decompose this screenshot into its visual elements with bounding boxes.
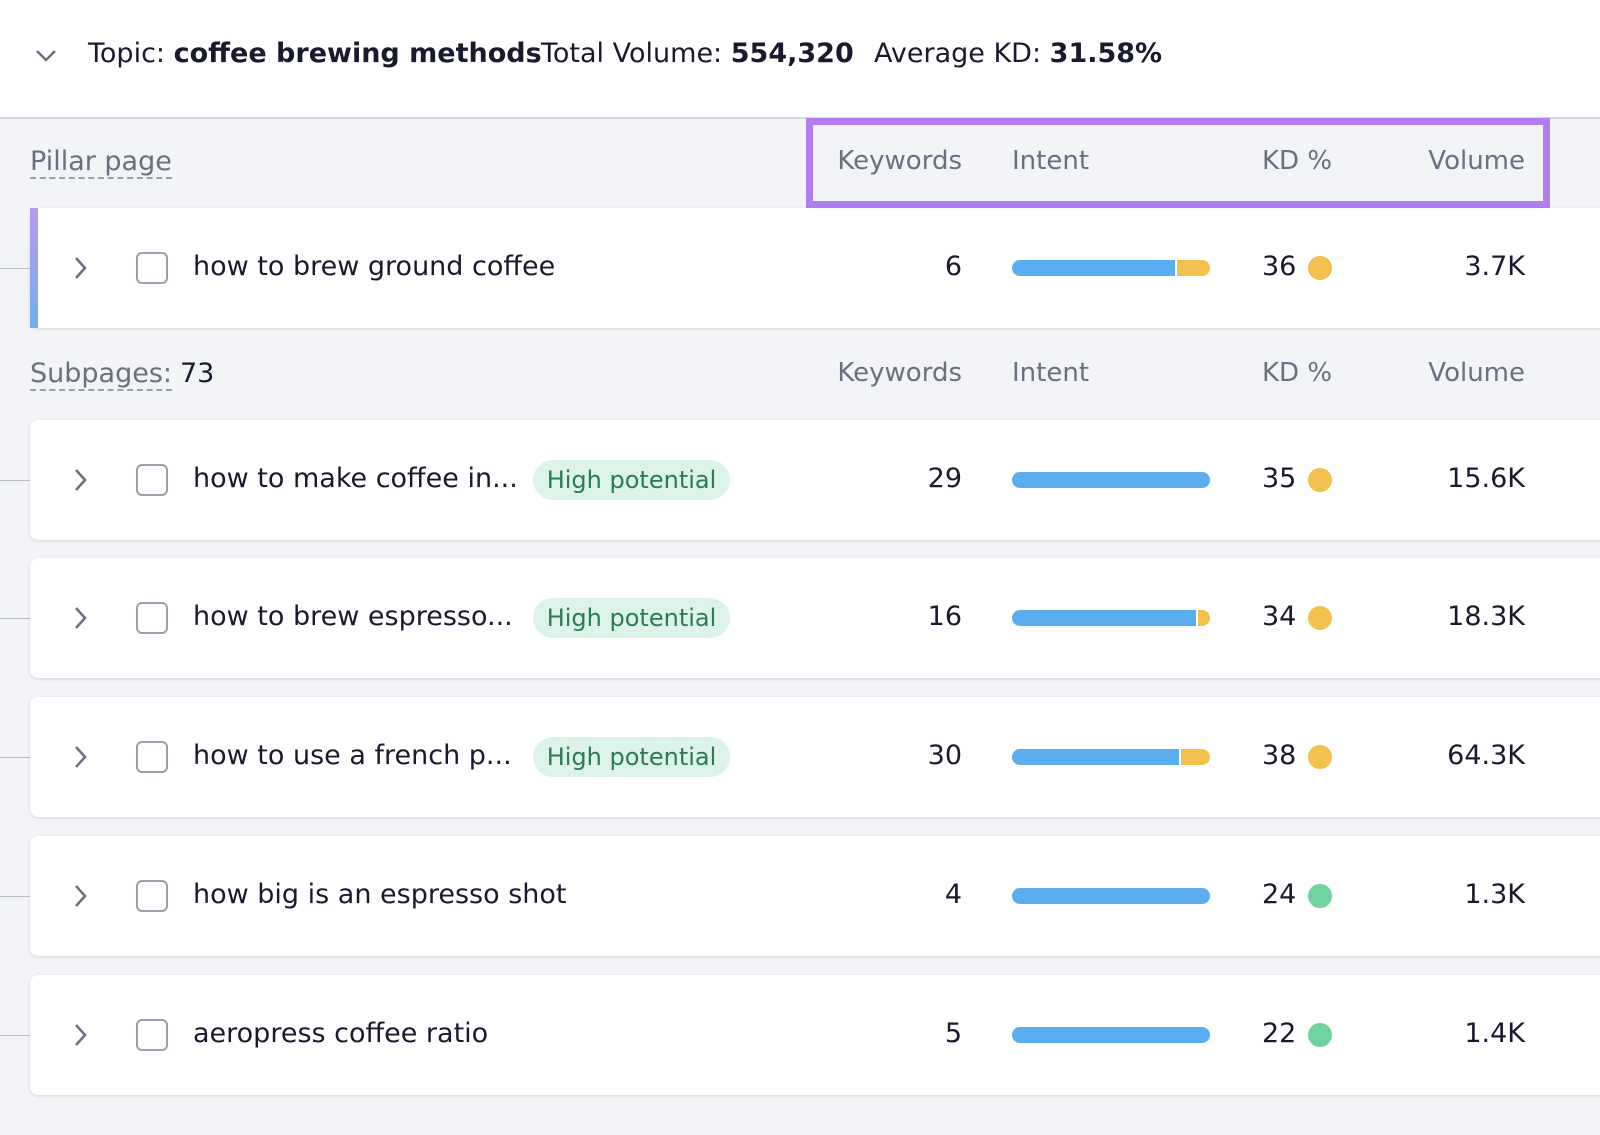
kd-label: Average KD: bbox=[874, 38, 1042, 69]
topic-label: Topic: bbox=[88, 38, 166, 69]
keywords-count: 16 bbox=[927, 601, 962, 632]
intent-bar bbox=[1012, 888, 1210, 904]
tree-line bbox=[0, 480, 30, 481]
keyword-title[interactable]: how to brew espresso... bbox=[193, 601, 513, 632]
column-header: Intent bbox=[1012, 146, 1090, 176]
section-label-text: Pillar page bbox=[30, 146, 172, 179]
section-label: Pillar page bbox=[30, 146, 172, 179]
kd-dot bbox=[1308, 745, 1332, 769]
volume: 18.3K bbox=[1447, 601, 1525, 632]
checkbox[interactable] bbox=[136, 464, 168, 496]
expand-icon[interactable] bbox=[72, 883, 88, 909]
kd-value: 36 bbox=[1262, 251, 1297, 282]
kd-dot bbox=[1308, 468, 1332, 492]
expand-icon[interactable] bbox=[72, 467, 88, 493]
checkbox[interactable] bbox=[136, 602, 168, 634]
volume: 1.3K bbox=[1464, 879, 1525, 910]
expand-icon[interactable] bbox=[72, 1022, 88, 1048]
row-card[interactable] bbox=[30, 208, 1600, 328]
total-volume: Total Volume: 554,320 bbox=[541, 38, 854, 69]
row-card[interactable] bbox=[30, 975, 1600, 1095]
column-header: Volume bbox=[1428, 358, 1525, 388]
section-label-text: Subpages: bbox=[30, 358, 172, 391]
keyword-title[interactable]: aeropress coffee ratio bbox=[193, 1018, 489, 1049]
row-card[interactable] bbox=[30, 558, 1600, 678]
topic: Topic: coffee brewing methods bbox=[88, 38, 542, 69]
row-card[interactable] bbox=[30, 420, 1600, 540]
keyword-title[interactable]: how to brew ground coffee bbox=[193, 251, 556, 282]
intent-segment bbox=[1196, 610, 1210, 626]
kd-value: 38 bbox=[1262, 740, 1297, 771]
kd-value: 31.58% bbox=[1049, 38, 1163, 69]
expand-icon[interactable] bbox=[72, 744, 88, 770]
column-header: KD % bbox=[1262, 358, 1333, 388]
column-header: Intent bbox=[1012, 358, 1090, 388]
kd-value: 24 bbox=[1262, 879, 1297, 910]
intent-segment bbox=[1012, 472, 1210, 488]
intent-bar bbox=[1012, 260, 1210, 276]
badge: High potential bbox=[533, 460, 730, 500]
keywords-count: 29 bbox=[927, 463, 962, 494]
intent-segment bbox=[1178, 749, 1210, 765]
keyword-title[interactable]: how to make coffee in... bbox=[193, 463, 518, 494]
collapse-icon[interactable] bbox=[34, 46, 58, 66]
volume: 3.7K bbox=[1464, 251, 1525, 282]
intent-segment bbox=[1012, 610, 1197, 626]
column-header: Keywords bbox=[837, 358, 962, 388]
intent-segment bbox=[1012, 260, 1175, 276]
kd-dot bbox=[1308, 884, 1332, 908]
kd-dot bbox=[1308, 1023, 1332, 1047]
tree-line bbox=[0, 757, 30, 758]
section-count: 73 bbox=[180, 358, 215, 389]
column-header: Volume bbox=[1428, 146, 1525, 176]
intent-bar bbox=[1012, 1027, 1210, 1043]
checkbox[interactable] bbox=[136, 1019, 168, 1051]
row-card[interactable] bbox=[30, 697, 1600, 817]
kd-dot bbox=[1308, 256, 1332, 280]
badge: High potential bbox=[533, 737, 730, 777]
intent-segment bbox=[1012, 749, 1179, 765]
checkbox[interactable] bbox=[136, 252, 168, 284]
intent-segment bbox=[1174, 260, 1210, 276]
volume: 1.4K bbox=[1464, 1018, 1525, 1049]
keyword-title[interactable]: how big is an espresso shot bbox=[193, 879, 567, 910]
column-header: Keywords bbox=[837, 146, 962, 176]
row-card[interactable] bbox=[30, 836, 1600, 956]
intent-segment bbox=[1012, 888, 1210, 904]
keywords-count: 4 bbox=[944, 879, 962, 910]
intent-bar bbox=[1012, 472, 1210, 488]
tree-line bbox=[0, 1035, 30, 1036]
kd-dot bbox=[1308, 606, 1332, 630]
intent-segment bbox=[1012, 1027, 1210, 1043]
checkbox[interactable] bbox=[136, 741, 168, 773]
intent-bar bbox=[1012, 610, 1210, 626]
checkbox[interactable] bbox=[136, 880, 168, 912]
kd-value: 34 bbox=[1262, 601, 1297, 632]
volume-label: Total Volume: bbox=[541, 38, 723, 69]
volume-value: 554,320 bbox=[730, 38, 854, 69]
badge: High potential bbox=[533, 598, 730, 638]
keyword-title[interactable]: how to use a french p... bbox=[193, 740, 512, 771]
kd-value: 22 bbox=[1262, 1018, 1297, 1049]
volume: 15.6K bbox=[1447, 463, 1525, 494]
intent-bar bbox=[1012, 749, 1210, 765]
tree-line bbox=[0, 896, 30, 897]
average-kd: Average KD: 31.58% bbox=[874, 38, 1162, 69]
column-header: KD % bbox=[1262, 146, 1333, 176]
expand-icon[interactable] bbox=[72, 605, 88, 631]
keywords-count: 30 bbox=[927, 740, 962, 771]
tree-line bbox=[0, 618, 30, 619]
volume: 64.3K bbox=[1447, 740, 1525, 771]
keywords-count: 6 bbox=[944, 251, 962, 282]
tree-line bbox=[0, 268, 30, 269]
keywords-count: 5 bbox=[944, 1018, 962, 1049]
expand-icon[interactable] bbox=[72, 255, 88, 281]
highlight-box bbox=[806, 118, 1550, 208]
kd-value: 35 bbox=[1262, 463, 1297, 494]
topic-value: coffee brewing methods bbox=[173, 38, 542, 69]
topic-header: Topic: coffee brewing methods Total Volu… bbox=[0, 0, 1600, 119]
section-label: Subpages: 73 bbox=[30, 358, 215, 391]
